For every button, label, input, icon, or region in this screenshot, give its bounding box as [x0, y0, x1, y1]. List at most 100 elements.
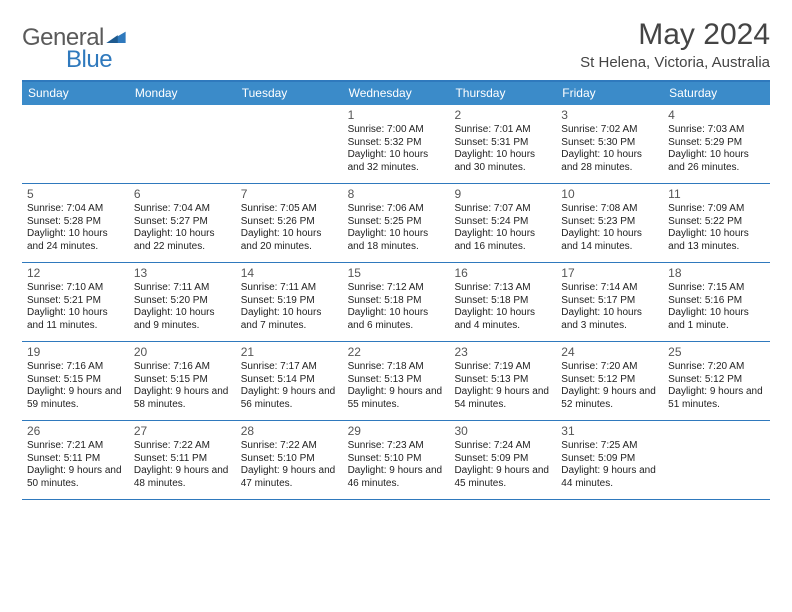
- day-cell: 3Sunrise: 7:02 AMSunset: 5:30 PMDaylight…: [556, 105, 663, 183]
- day-number: 27: [134, 424, 232, 439]
- day-number: 2: [454, 108, 552, 123]
- day-number: 26: [27, 424, 125, 439]
- sunset-text: Sunset: 5:27 PM: [134, 216, 232, 229]
- sunrise-text: Sunrise: 7:09 AM: [668, 203, 766, 216]
- daylight-text: Daylight: 10 hours and 9 minutes.: [134, 307, 232, 332]
- day-number: 22: [348, 345, 446, 360]
- day-cell: 2Sunrise: 7:01 AMSunset: 5:31 PMDaylight…: [449, 105, 556, 183]
- sunset-text: Sunset: 5:22 PM: [668, 216, 766, 229]
- day-cell: 21Sunrise: 7:17 AMSunset: 5:14 PMDayligh…: [236, 342, 343, 420]
- week-row: 19Sunrise: 7:16 AMSunset: 5:15 PMDayligh…: [22, 342, 770, 421]
- day-header: Wednesday: [343, 82, 450, 105]
- sunrise-text: Sunrise: 7:22 AM: [134, 440, 232, 453]
- sunset-text: Sunset: 5:13 PM: [454, 374, 552, 387]
- day-cell: 15Sunrise: 7:12 AMSunset: 5:18 PMDayligh…: [343, 263, 450, 341]
- daylight-text: Daylight: 10 hours and 13 minutes.: [668, 228, 766, 253]
- week-row: 12Sunrise: 7:10 AMSunset: 5:21 PMDayligh…: [22, 263, 770, 342]
- sunrise-text: Sunrise: 7:03 AM: [668, 124, 766, 137]
- sunrise-text: Sunrise: 7:16 AM: [27, 361, 125, 374]
- calendar-page: GeneralBlue May 2024 St Helena, Victoria…: [0, 0, 792, 500]
- daylight-text: Daylight: 9 hours and 59 minutes.: [27, 386, 125, 411]
- day-header: Sunday: [22, 82, 129, 105]
- sunset-text: Sunset: 5:32 PM: [348, 137, 446, 150]
- day-cell: [663, 421, 770, 499]
- daylight-text: Daylight: 9 hours and 45 minutes.: [454, 465, 552, 490]
- daylight-text: Daylight: 10 hours and 1 minute.: [668, 307, 766, 332]
- day-cell: 19Sunrise: 7:16 AMSunset: 5:15 PMDayligh…: [22, 342, 129, 420]
- sunset-text: Sunset: 5:23 PM: [561, 216, 659, 229]
- daylight-text: Daylight: 9 hours and 54 minutes.: [454, 386, 552, 411]
- daylight-text: Daylight: 9 hours and 51 minutes.: [668, 386, 766, 411]
- day-cell: [236, 105, 343, 183]
- sunrise-text: Sunrise: 7:25 AM: [561, 440, 659, 453]
- week-row: 5Sunrise: 7:04 AMSunset: 5:28 PMDaylight…: [22, 184, 770, 263]
- sunset-text: Sunset: 5:29 PM: [668, 137, 766, 150]
- daylight-text: Daylight: 9 hours and 48 minutes.: [134, 465, 232, 490]
- sunrise-text: Sunrise: 7:00 AM: [348, 124, 446, 137]
- day-cell: [22, 105, 129, 183]
- day-number: 1: [348, 108, 446, 123]
- logo: GeneralBlue: [22, 24, 126, 74]
- sunset-text: Sunset: 5:14 PM: [241, 374, 339, 387]
- sunrise-text: Sunrise: 7:11 AM: [134, 282, 232, 295]
- day-number: 17: [561, 266, 659, 281]
- sunset-text: Sunset: 5:20 PM: [134, 295, 232, 308]
- day-cell: 10Sunrise: 7:08 AMSunset: 5:23 PMDayligh…: [556, 184, 663, 262]
- day-number: 24: [561, 345, 659, 360]
- day-cell: 24Sunrise: 7:20 AMSunset: 5:12 PMDayligh…: [556, 342, 663, 420]
- day-cell: 16Sunrise: 7:13 AMSunset: 5:18 PMDayligh…: [449, 263, 556, 341]
- daylight-text: Daylight: 9 hours and 44 minutes.: [561, 465, 659, 490]
- day-header: Monday: [129, 82, 236, 105]
- day-cell: 14Sunrise: 7:11 AMSunset: 5:19 PMDayligh…: [236, 263, 343, 341]
- weeks-container: 1Sunrise: 7:00 AMSunset: 5:32 PMDaylight…: [22, 105, 770, 500]
- sunset-text: Sunset: 5:12 PM: [668, 374, 766, 387]
- daylight-text: Daylight: 9 hours and 58 minutes.: [134, 386, 232, 411]
- day-cell: 20Sunrise: 7:16 AMSunset: 5:15 PMDayligh…: [129, 342, 236, 420]
- day-number: 8: [348, 187, 446, 202]
- sunrise-text: Sunrise: 7:05 AM: [241, 203, 339, 216]
- daylight-text: Daylight: 10 hours and 11 minutes.: [27, 307, 125, 332]
- day-number: 21: [241, 345, 339, 360]
- day-header: Saturday: [663, 82, 770, 105]
- calendar: SundayMondayTuesdayWednesdayThursdayFrid…: [22, 80, 770, 500]
- day-header-row: SundayMondayTuesdayWednesdayThursdayFrid…: [22, 82, 770, 105]
- day-number: 20: [134, 345, 232, 360]
- daylight-text: Daylight: 10 hours and 22 minutes.: [134, 228, 232, 253]
- sunset-text: Sunset: 5:10 PM: [348, 453, 446, 466]
- sunset-text: Sunset: 5:11 PM: [134, 453, 232, 466]
- sunset-text: Sunset: 5:12 PM: [561, 374, 659, 387]
- sunrise-text: Sunrise: 7:14 AM: [561, 282, 659, 295]
- daylight-text: Daylight: 9 hours and 47 minutes.: [241, 465, 339, 490]
- daylight-text: Daylight: 9 hours and 46 minutes.: [348, 465, 446, 490]
- week-row: 1Sunrise: 7:00 AMSunset: 5:32 PMDaylight…: [22, 105, 770, 184]
- day-cell: 22Sunrise: 7:18 AMSunset: 5:13 PMDayligh…: [343, 342, 450, 420]
- day-number: 12: [27, 266, 125, 281]
- daylight-text: Daylight: 9 hours and 50 minutes.: [27, 465, 125, 490]
- sunrise-text: Sunrise: 7:20 AM: [668, 361, 766, 374]
- day-header: Tuesday: [236, 82, 343, 105]
- daylight-text: Daylight: 9 hours and 55 minutes.: [348, 386, 446, 411]
- daylight-text: Daylight: 10 hours and 14 minutes.: [561, 228, 659, 253]
- day-cell: 31Sunrise: 7:25 AMSunset: 5:09 PMDayligh…: [556, 421, 663, 499]
- sunrise-text: Sunrise: 7:04 AM: [134, 203, 232, 216]
- month-title: May 2024: [580, 18, 770, 52]
- day-number: 5: [27, 187, 125, 202]
- day-header: Friday: [556, 82, 663, 105]
- daylight-text: Daylight: 10 hours and 24 minutes.: [27, 228, 125, 253]
- day-cell: 17Sunrise: 7:14 AMSunset: 5:17 PMDayligh…: [556, 263, 663, 341]
- day-number: 11: [668, 187, 766, 202]
- day-number: 3: [561, 108, 659, 123]
- title-block: May 2024 St Helena, Victoria, Australia: [580, 18, 770, 71]
- day-cell: 30Sunrise: 7:24 AMSunset: 5:09 PMDayligh…: [449, 421, 556, 499]
- sunset-text: Sunset: 5:19 PM: [241, 295, 339, 308]
- sunset-text: Sunset: 5:21 PM: [27, 295, 125, 308]
- day-cell: 26Sunrise: 7:21 AMSunset: 5:11 PMDayligh…: [22, 421, 129, 499]
- sunrise-text: Sunrise: 7:22 AM: [241, 440, 339, 453]
- daylight-text: Daylight: 10 hours and 32 minutes.: [348, 149, 446, 174]
- day-number: 18: [668, 266, 766, 281]
- day-number: 23: [454, 345, 552, 360]
- sunrise-text: Sunrise: 7:01 AM: [454, 124, 552, 137]
- sunset-text: Sunset: 5:17 PM: [561, 295, 659, 308]
- daylight-text: Daylight: 10 hours and 28 minutes.: [561, 149, 659, 174]
- day-cell: 8Sunrise: 7:06 AMSunset: 5:25 PMDaylight…: [343, 184, 450, 262]
